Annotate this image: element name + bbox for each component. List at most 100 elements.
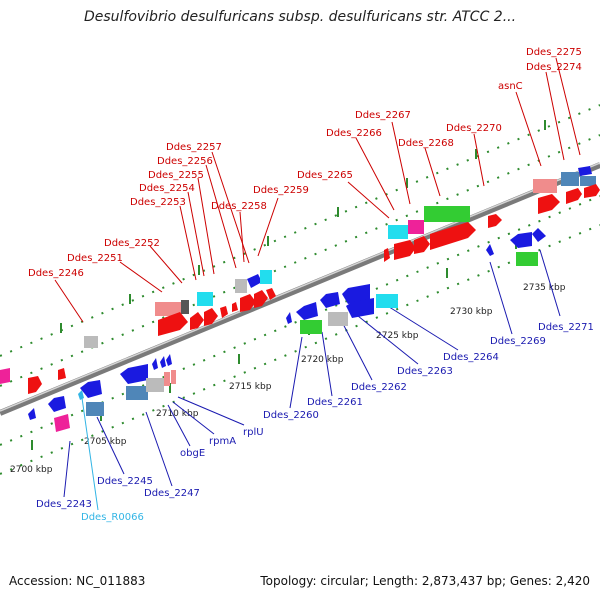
gene-label[interactable]: Ddes_2263	[397, 366, 453, 377]
gene-feature[interactable]	[538, 194, 560, 214]
gene-feature[interactable]	[171, 370, 176, 384]
gene-feature[interactable]	[561, 172, 579, 186]
gene-feature[interactable]	[204, 308, 218, 326]
gene-feature[interactable]	[533, 179, 557, 193]
gene-feature[interactable]	[58, 368, 66, 380]
gene-label[interactable]: Ddes_2247	[144, 488, 200, 499]
gene-feature[interactable]	[158, 312, 188, 336]
gene-label[interactable]: Ddes_2252	[104, 238, 160, 249]
gene-feature[interactable]	[430, 222, 476, 250]
scale-label: 2735 kbp	[523, 283, 566, 293]
gene-label[interactable]: Ddes_2257	[166, 142, 222, 153]
gene-feature[interactable]	[232, 302, 238, 312]
leader-line	[187, 191, 205, 277]
gene-label[interactable]: Ddes_2254	[139, 183, 195, 194]
gene-feature[interactable]	[0, 368, 10, 384]
gene-label[interactable]: Ddes_2271	[538, 322, 594, 333]
gene-feature[interactable]	[296, 302, 318, 320]
gene-feature[interactable]	[328, 312, 348, 326]
gene-feature[interactable]	[247, 274, 262, 288]
gene-feature[interactable]	[28, 376, 42, 394]
gene-feature[interactable]	[394, 240, 416, 260]
gene-feature[interactable]	[190, 312, 204, 330]
gene-label[interactable]: Ddes_2268	[398, 138, 454, 149]
forward-red-genes	[28, 184, 600, 394]
gene-feature[interactable]	[580, 176, 596, 186]
gene-feature[interactable]	[408, 220, 424, 234]
gene-feature[interactable]	[346, 298, 374, 318]
gene-feature[interactable]	[240, 294, 256, 312]
gene-feature[interactable]	[342, 284, 370, 304]
gene-label[interactable]: rplU	[243, 427, 264, 438]
gene-feature[interactable]	[164, 372, 170, 386]
gene-label[interactable]: rpmA	[209, 436, 236, 447]
gene-feature[interactable]	[486, 244, 494, 256]
gene-feature[interactable]	[155, 302, 181, 316]
gene-label[interactable]: Ddes_2267	[355, 110, 411, 121]
gene-label[interactable]: Ddes_2246	[28, 268, 84, 279]
gene-feature[interactable]	[120, 364, 148, 384]
gene-label[interactable]: Ddes_2255	[148, 170, 204, 181]
gene-feature[interactable]	[566, 188, 582, 204]
gene-feature[interactable]	[510, 232, 532, 248]
gene-feature[interactable]	[197, 292, 213, 306]
gene-label[interactable]: obgE	[180, 448, 205, 459]
gene-feature[interactable]	[286, 312, 292, 324]
gene-feature[interactable]	[376, 294, 398, 308]
gene-feature[interactable]	[254, 290, 268, 308]
gene-feature[interactable]	[54, 414, 70, 432]
gene-feature[interactable]	[152, 358, 158, 370]
gene-label[interactable]: Ddes_2243	[36, 499, 92, 510]
gene-label[interactable]: Ddes_2261	[307, 397, 363, 408]
leader-line	[515, 91, 542, 167]
gene-label[interactable]: Ddes_2275	[526, 47, 582, 58]
gene-label[interactable]: Ddes_2245	[97, 476, 153, 487]
gene-feature[interactable]	[388, 225, 408, 239]
leader-line	[424, 147, 441, 197]
gene-label[interactable]: Ddes_2270	[446, 123, 502, 134]
gene-label[interactable]: Ddes_2251	[67, 253, 123, 264]
gene-feature[interactable]	[84, 336, 98, 348]
gene-feature[interactable]	[126, 386, 148, 400]
gene-feature[interactable]	[488, 214, 502, 228]
gene-feature[interactable]	[532, 228, 546, 242]
gene-feature[interactable]	[78, 390, 84, 400]
gene-feature[interactable]	[424, 206, 470, 222]
genome-backbone-highlight	[0, 162, 600, 412]
gene-feature[interactable]	[266, 288, 276, 300]
gene-label[interactable]: Ddes_2269	[490, 336, 546, 347]
gene-label[interactable]: Ddes_2260	[263, 410, 319, 421]
gene-feature[interactable]	[235, 279, 247, 293]
leader-line	[177, 396, 245, 426]
gene-feature[interactable]	[414, 236, 430, 254]
gene-feature[interactable]	[160, 356, 166, 368]
scale-ticks	[31, 120, 546, 450]
gene-feature[interactable]	[584, 184, 600, 198]
gene-feature[interactable]	[86, 402, 104, 416]
gene-label[interactable]: Ddes_2253	[130, 197, 186, 208]
gene-label[interactable]: asnC	[498, 81, 523, 92]
gene-feature[interactable]	[80, 380, 102, 398]
gene-label[interactable]: Ddes_R0066	[81, 512, 144, 523]
gene-feature[interactable]	[578, 166, 592, 176]
gene-feature[interactable]	[320, 292, 340, 308]
gene-feature[interactable]	[166, 354, 172, 366]
gene-label[interactable]: Ddes_2258	[211, 201, 267, 212]
gene-feature[interactable]	[181, 300, 189, 314]
gene-label[interactable]: Ddes_2256	[157, 156, 213, 167]
scale-label: 2725 kbp	[376, 331, 419, 341]
gene-label[interactable]: Ddes_2266	[326, 128, 382, 139]
gene-label[interactable]: Ddes_2264	[443, 352, 499, 363]
gene-feature[interactable]	[300, 320, 322, 334]
gene-feature[interactable]	[28, 408, 36, 420]
gene-feature[interactable]	[260, 270, 272, 284]
gene-feature[interactable]	[146, 378, 164, 392]
gene-feature[interactable]	[516, 252, 538, 266]
gene-label[interactable]: Ddes_2265	[297, 170, 353, 181]
gene-label[interactable]: Ddes_2259	[253, 185, 309, 196]
gene-feature[interactable]	[48, 396, 66, 412]
gene-feature[interactable]	[220, 306, 228, 318]
gene-label[interactable]: Ddes_2262	[351, 382, 407, 393]
gene-feature[interactable]	[384, 248, 390, 262]
gene-label[interactable]: Ddes_2274	[526, 62, 582, 73]
